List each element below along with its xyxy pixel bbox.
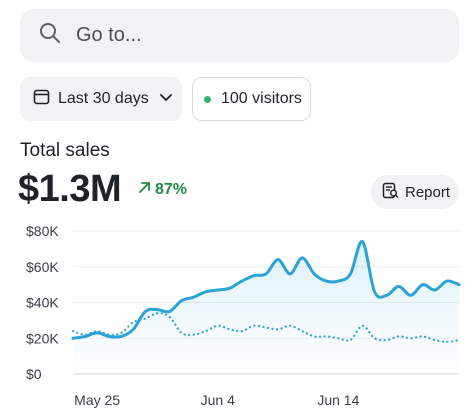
metric-title: Total sales — [20, 140, 110, 161]
date-range-label: Last 30 days — [58, 90, 149, 107]
search-bar[interactable] — [20, 9, 459, 62]
y-tick-label: $0 — [26, 366, 42, 382]
x-tick-label: May 25 — [74, 392, 120, 408]
comparison-series-line — [71, 312, 461, 343]
y-tick-label: $20K — [26, 330, 59, 346]
sales-series-line — [71, 240, 461, 340]
arrow-up-right-icon — [138, 181, 155, 199]
y-tick-label: $40K — [26, 295, 59, 311]
search-icon — [38, 21, 62, 50]
metric-change-value: 87% — [155, 181, 188, 198]
report-button[interactable]: Report — [371, 175, 459, 209]
visitors-label: 100 visitors — [221, 90, 302, 107]
x-tick-label: Jun 14 — [317, 392, 359, 408]
report-icon — [382, 182, 405, 203]
search-input[interactable] — [74, 23, 418, 48]
metric-change: 87% — [138, 181, 187, 199]
chevron-down-icon — [149, 90, 173, 109]
metric-value: $1.3M — [18, 168, 122, 210]
sales-line-chart: $80K $60K $40K $20K $0 May 25 Jun 4 Jun 14 — [26, 223, 461, 408]
date-range-dropdown[interactable]: Last 30 days — [20, 77, 182, 121]
series-area-fill — [73, 241, 459, 374]
x-tick-label: Jun 4 — [201, 392, 235, 408]
report-label: Report — [405, 183, 451, 201]
live-status-dot — [204, 95, 211, 103]
y-tick-label: $60K — [26, 259, 59, 275]
visitors-chip[interactable]: 100 visitors — [192, 77, 311, 121]
y-tick-label: $80K — [26, 223, 59, 239]
calendar-icon — [33, 88, 58, 110]
